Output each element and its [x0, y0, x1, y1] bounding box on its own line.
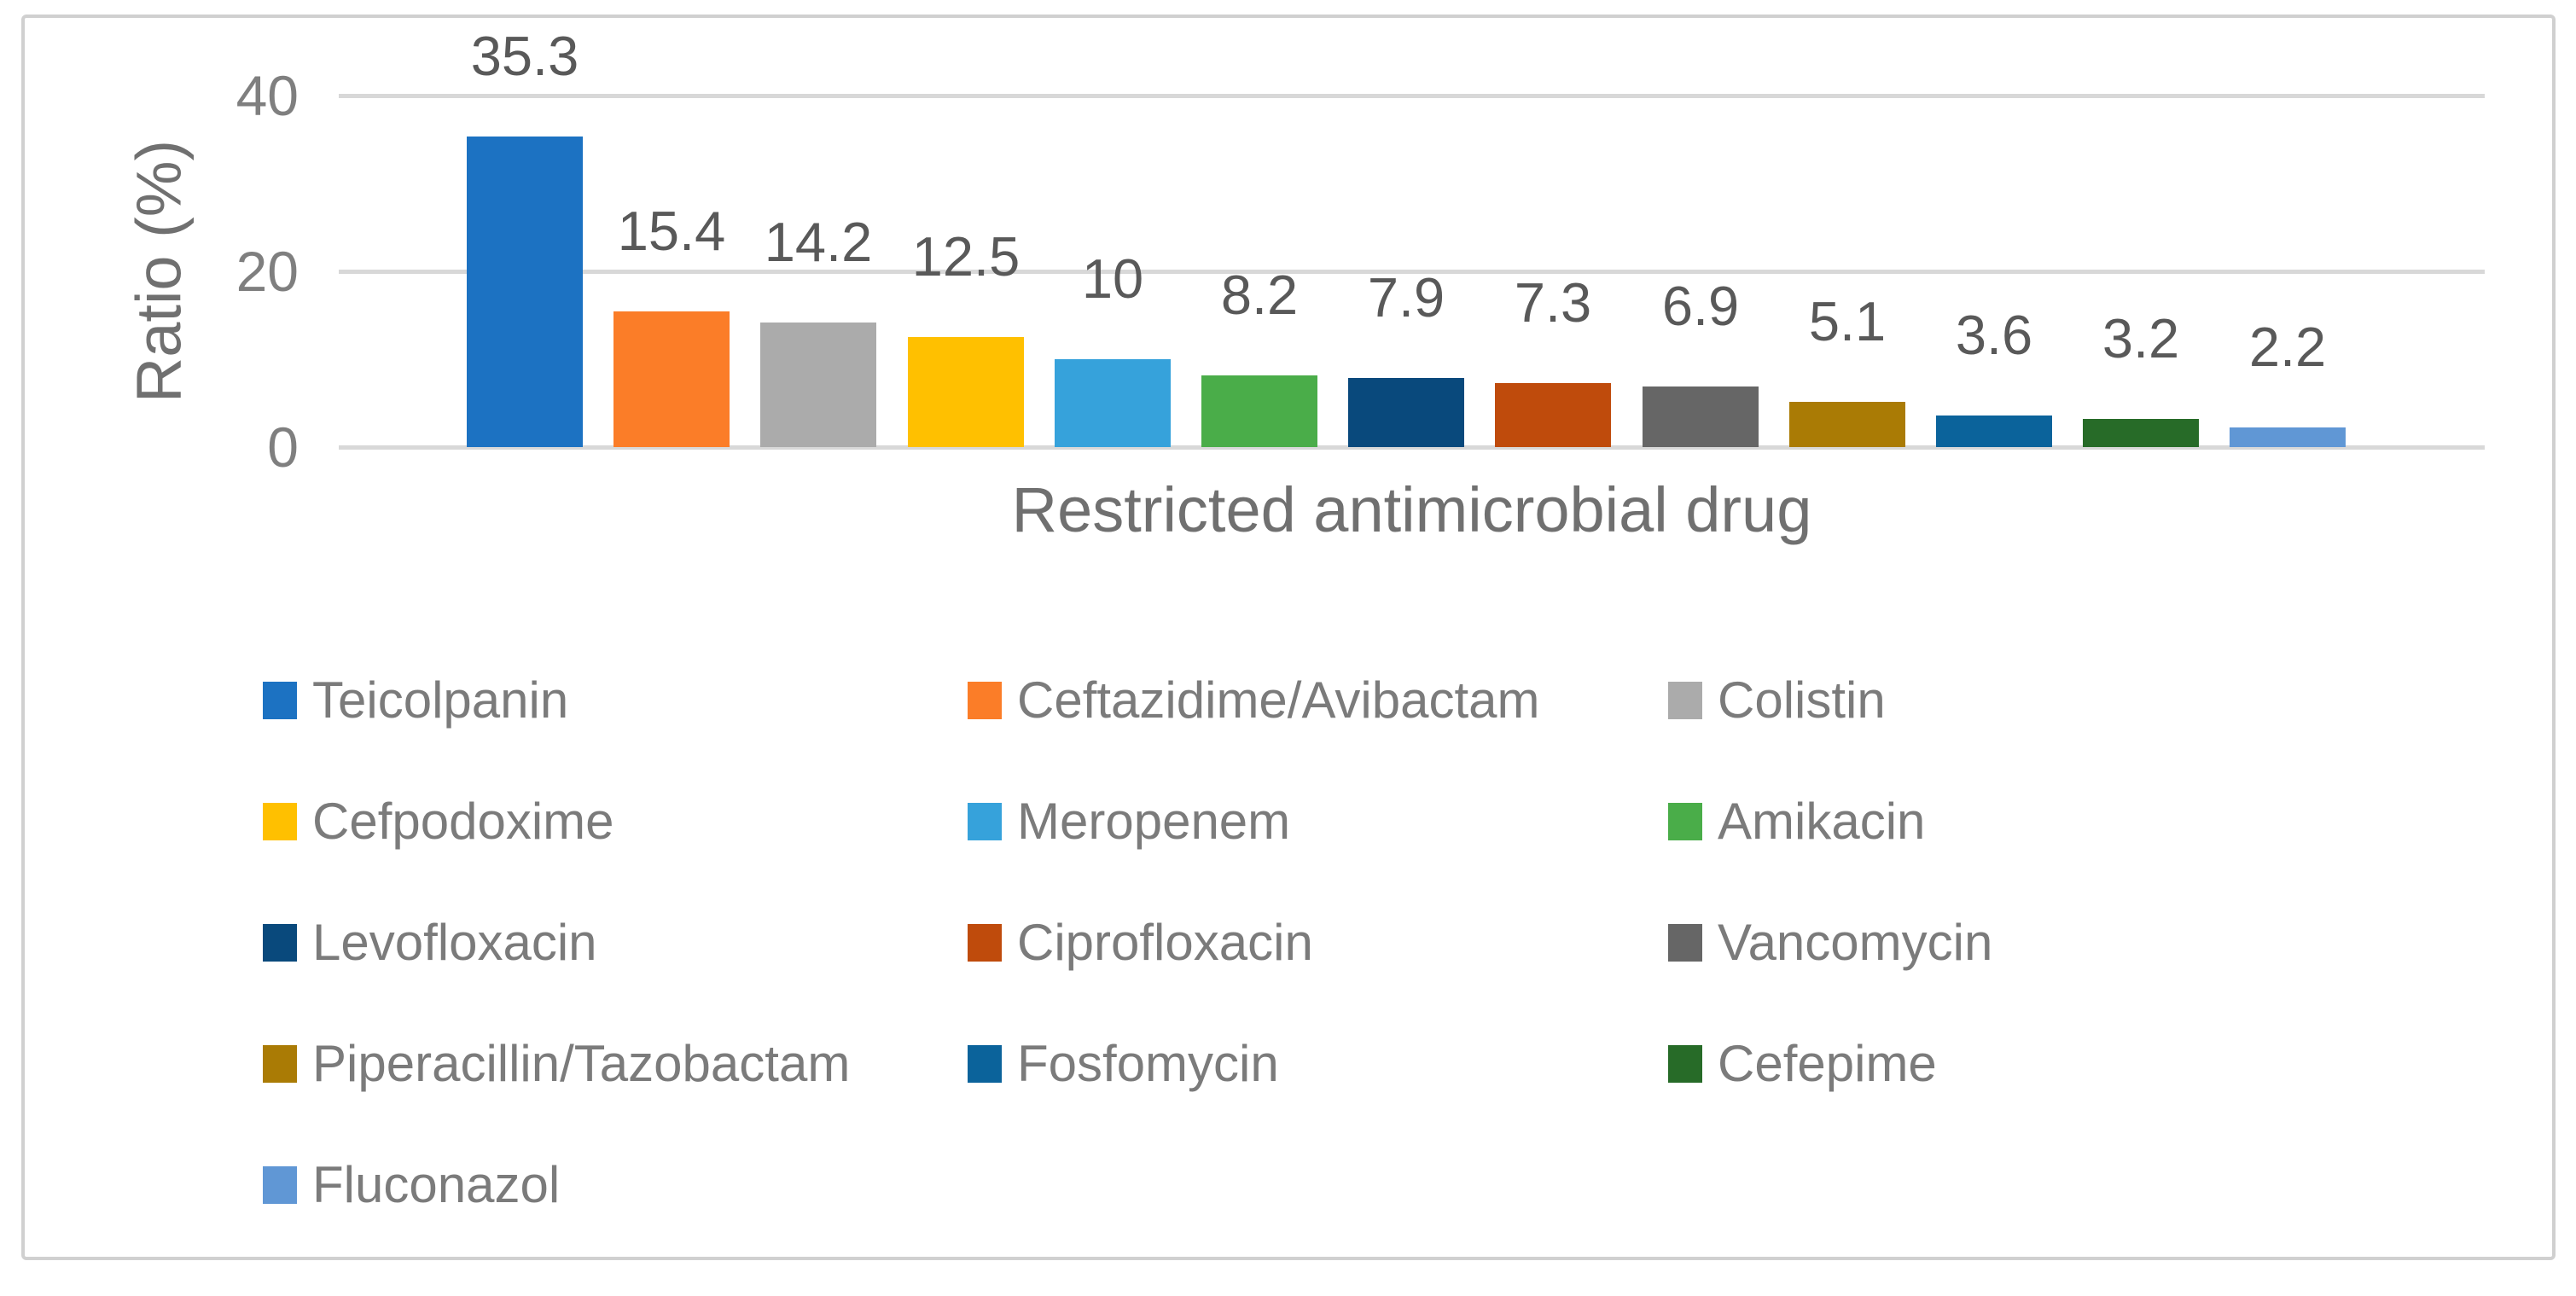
legend-label: Fluconazol [312, 1156, 561, 1213]
legend-item-meropenem: Meropenem [968, 794, 1668, 849]
legend-label: Teicolpanin [312, 671, 569, 729]
legend-label: Vancomycin [1718, 914, 1993, 971]
legend-swatch-icon [1668, 924, 1702, 962]
x-axis-title: Restricted antimicrobial drug [1011, 474, 1812, 545]
legend-swatch-icon [263, 924, 297, 962]
legend-swatch-icon [263, 682, 297, 719]
legend-item-cefpodoxime: Cefpodoxime [263, 794, 968, 849]
legend-label: Amikacin [1718, 793, 1926, 850]
bar-ciprofloxacin [1495, 383, 1611, 447]
bar-value-label: 2.2 [2248, 316, 2327, 378]
legend-label: Ciprofloxacin [1017, 914, 1313, 971]
legend-item-fosfomycin: Fosfomycin [968, 1037, 1668, 1091]
legend-swatch-icon [968, 803, 1002, 840]
legend-swatch-icon [1668, 803, 1702, 840]
legend-swatch-icon [263, 1166, 297, 1204]
bar-value-label: 3.2 [2102, 307, 2180, 369]
bar-vancomycin [1643, 386, 1759, 447]
legend-label: Piperacillin/Tazobactam [312, 1035, 851, 1092]
legend-label: Cefpodoxime [312, 793, 614, 850]
bar-value-label: 7.9 [1367, 266, 1445, 328]
bar-value-label: 6.9 [1661, 275, 1740, 337]
chart-legend: Teicolpanin Ceftazidime/Avibactam Colistin… [263, 640, 1992, 1246]
bar-cefpodoxime [908, 337, 1024, 447]
legend-swatch-icon [1668, 1045, 1702, 1083]
legend-item-cefepime: Cefepime [1668, 1037, 1992, 1091]
gridline-y-0 [339, 445, 2485, 450]
bar-teicolpanin [467, 137, 583, 447]
legend-item-piperacillin-tazobactam: Piperacillin/Tazobactam [263, 1037, 968, 1091]
legend-swatch-icon [968, 924, 1002, 962]
legend-swatch-icon [968, 1045, 1002, 1083]
bar-value-label: 35.3 [470, 25, 579, 87]
gridline-y-40 [339, 94, 2485, 98]
bar-value-label: 7.3 [1514, 271, 1592, 334]
legend-item-fluconazol: Fluconazol [263, 1158, 968, 1212]
legend-item-colistin: Colistin [1668, 673, 1992, 728]
bar-ceftazidime-avibactam [613, 311, 730, 447]
bar-levofloxacin [1348, 378, 1464, 447]
bar-colistin [760, 323, 876, 447]
bar-meropenem [1055, 359, 1171, 447]
legend-label: Cefepime [1718, 1035, 1937, 1092]
bar-piperacillin-tazobactam [1789, 402, 1905, 447]
bar-value-label: 14.2 [764, 211, 873, 273]
legend-item-amikacin: Amikacin [1668, 794, 1992, 849]
bar-amikacin [1201, 375, 1317, 447]
bar-value-label: 3.6 [1955, 304, 2033, 366]
bar-value-label: 12.5 [911, 225, 1021, 288]
figure-frame [21, 15, 2556, 1260]
bar-value-label: 15.4 [617, 200, 726, 262]
bar-value-label: 10 [1081, 247, 1144, 310]
bar-value-label: 8.2 [1220, 264, 1299, 326]
legend-label: Fosfomycin [1017, 1035, 1279, 1092]
legend-item-ceftazidime-avibactam: Ceftazidime/Avibactam [968, 673, 1668, 728]
legend-label: Levofloxacin [312, 914, 597, 971]
y-tick-label-0: 0 [267, 416, 299, 479]
legend-item-ciprofloxacin: Ciprofloxacin [968, 915, 1668, 970]
bar-fosfomycin [1936, 416, 2052, 447]
legend-swatch-icon [263, 803, 297, 840]
legend-swatch-icon [1668, 682, 1702, 719]
legend-item-teicolpanin: Teicolpanin [263, 673, 968, 728]
bar-cefepime [2083, 419, 2199, 447]
legend-label: Colistin [1718, 671, 1886, 729]
y-tick-label-20: 20 [236, 240, 299, 303]
legend-swatch-icon [968, 682, 1002, 719]
y-tick-label-40: 40 [236, 64, 299, 127]
legend-label: Ceftazidime/Avibactam [1017, 671, 1540, 729]
legend-swatch-icon [263, 1045, 297, 1083]
bar-value-label: 5.1 [1808, 290, 1887, 352]
bar-fluconazol [2230, 427, 2346, 447]
gridline-y-20 [339, 270, 2485, 274]
legend-item-vancomycin: Vancomycin [1668, 915, 1992, 970]
legend-item-levofloxacin: Levofloxacin [263, 915, 968, 970]
legend-label: Meropenem [1017, 793, 1291, 850]
